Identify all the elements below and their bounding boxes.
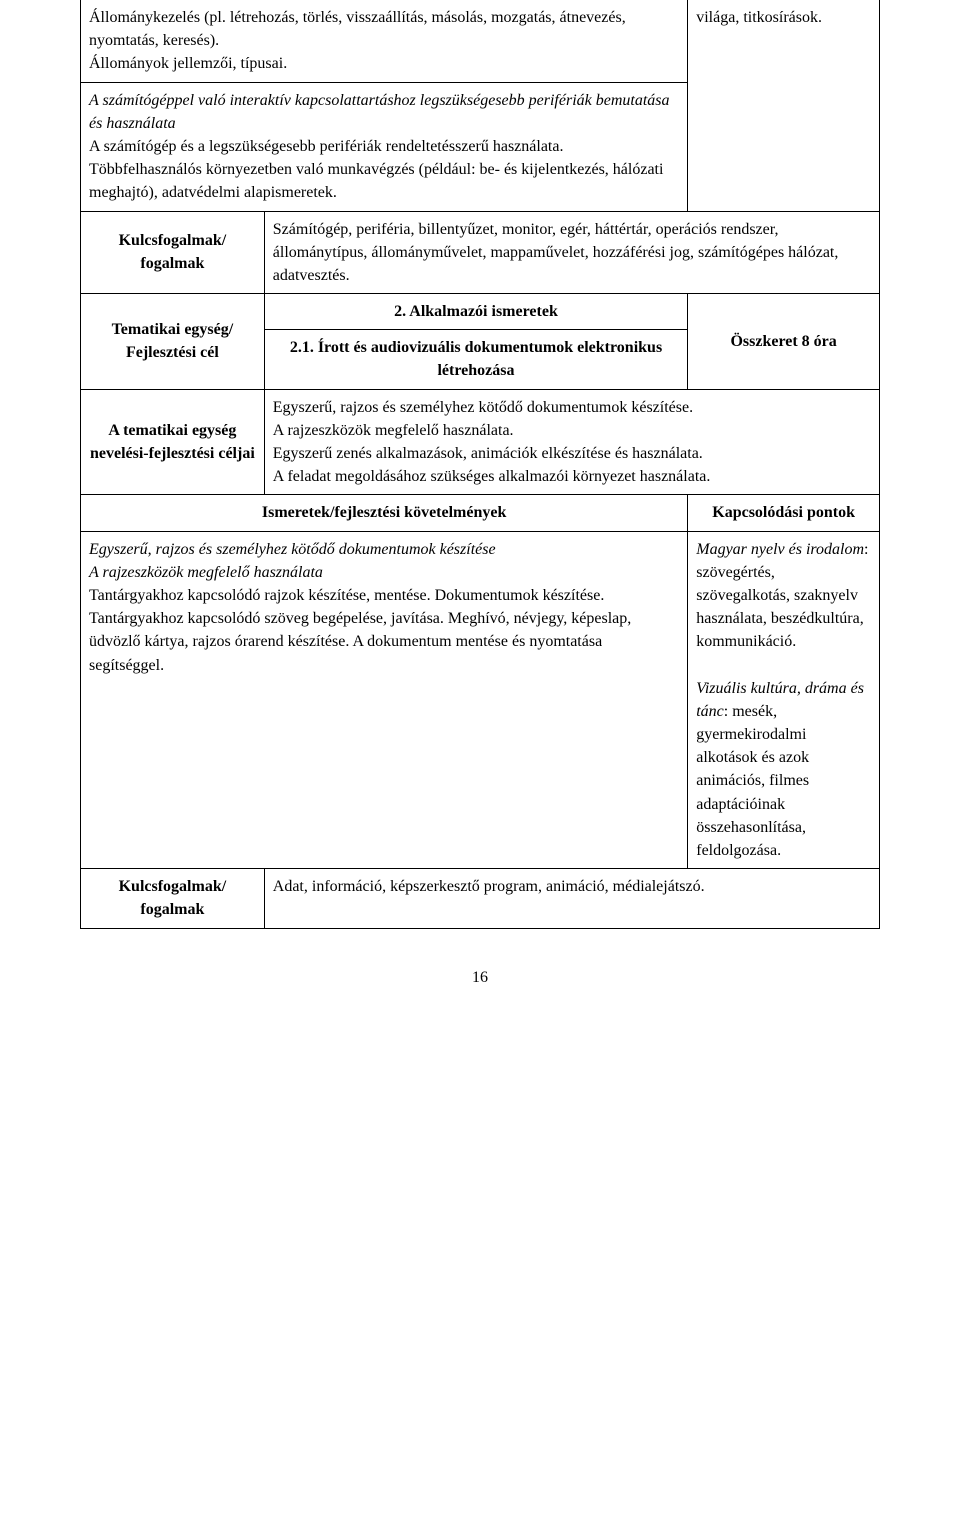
kulcs2-label: Kulcsfogalmak/ fogalmak (81, 869, 265, 928)
celjai-p1: Egyszerű, rajzos és személyhez kötődő do… (273, 399, 693, 416)
page: Állománykezelés (pl. létrehozás, törlés,… (0, 0, 960, 1027)
row2-p2: A számítógép és a legszükségesebb perifé… (89, 138, 563, 155)
row1-left-p1: Állománykezelés (pl. létrehozás, törlés,… (89, 9, 626, 49)
row1-left-p2: Állományok jellemzői, típusai. (89, 55, 287, 72)
celjai-text: Egyszerű, rajzos és személyhez kötődő do… (264, 389, 879, 495)
header2-right: Kapcsolódási pontok (688, 495, 880, 531)
body-right: Magyar nyelv és irodalom: szövegértés, s… (688, 531, 880, 869)
body-left-i1: Egyszerű, rajzos és személyhez kötődő do… (89, 541, 496, 558)
body-left-rest: Tantárgyakhoz kapcsolódó rajzok készítés… (89, 587, 631, 674)
tematikai-label: Tematikai egység/ Fejlesztési cél (81, 294, 265, 390)
row1-right-text: világa, titkosírások. (696, 9, 822, 26)
row2-p1: A számítógéppel való interaktív kapcsola… (89, 92, 670, 132)
kulcs1-text: Számítógép, periféria, billentyűzet, mon… (264, 211, 879, 294)
celjai-p3: Egyszerű zenés alkalmazások, animációk e… (273, 445, 703, 462)
celjai-p2: A rajzeszközök megfelelő használata. (273, 422, 514, 439)
body-right-i1: Magyar nyelv és irodalom (696, 541, 864, 558)
celjai-label: A tematikai egység nevelési-fejlesztési … (81, 389, 265, 495)
tematikai-time: Összkeret 8 óra (688, 294, 880, 390)
header2-left: Ismeretek/fejlesztési követelmények (81, 495, 688, 531)
tematikai-subtitle: 2.1. Írott és audiovizuális dokumentumok… (264, 330, 687, 389)
body-right-r2: : mesék, gyermekirodalmi alkotások és az… (696, 703, 809, 859)
curriculum-table: Állománykezelés (pl. létrehozás, törlés,… (80, 0, 880, 929)
row2-left: A számítógéppel való interaktív kapcsola… (81, 82, 688, 211)
celjai-p4: A feladat megoldásához szükséges alkalma… (273, 468, 711, 485)
row1-right: világa, titkosírások. (688, 0, 880, 211)
kulcs2-text: Adat, információ, képszerkesztő program,… (264, 869, 879, 928)
page-number: 16 (80, 969, 880, 987)
body-left-i2: A rajzeszközök megfelelő használata (89, 564, 323, 581)
kulcs1-label: Kulcsfogalmak/ fogalmak (81, 211, 265, 294)
body-left: Egyszerű, rajzos és személyhez kötődő do… (81, 531, 688, 869)
row1-left: Állománykezelés (pl. létrehozás, törlés,… (81, 0, 688, 82)
body-right-i2: Vizuális kultúra, dráma és tánc (696, 680, 864, 720)
row2-p3: Többfelhasználós környezetben való munka… (89, 161, 663, 201)
tematikai-title: 2. Alkalmazói ismeretek (264, 294, 687, 330)
